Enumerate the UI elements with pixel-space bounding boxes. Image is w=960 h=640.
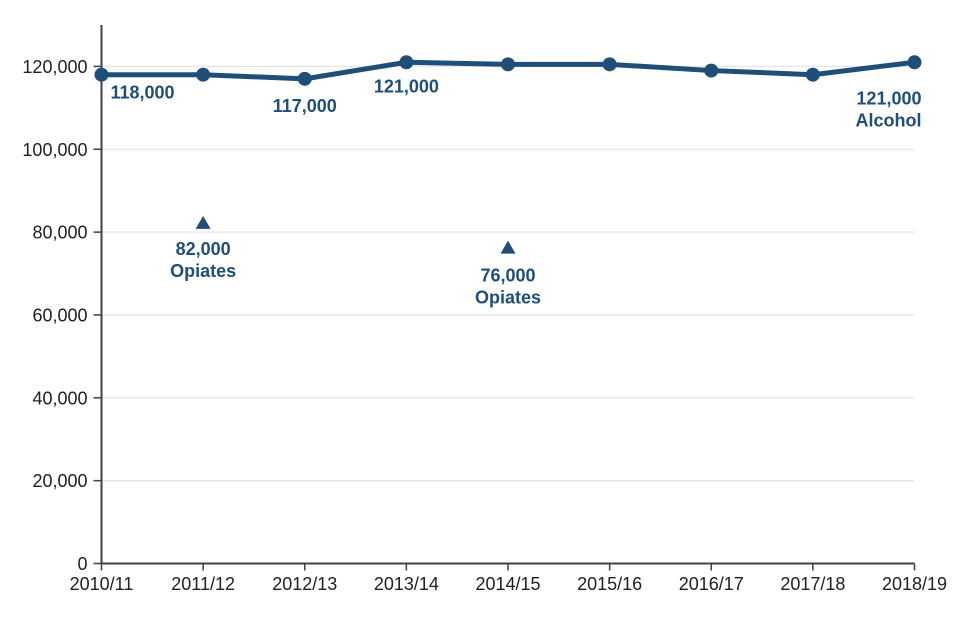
y-axis-tick-label: 0 (77, 554, 87, 574)
x-axis-tick-label: 2018/19 (882, 574, 947, 594)
marker-opiates-2014-15 (500, 240, 516, 254)
marker-alcohol-2013-14 (399, 55, 414, 70)
y-axis-tick-label: 40,000 (32, 388, 87, 408)
marker-alcohol-2010-11 (94, 67, 109, 82)
marker-alcohol-2015-16 (602, 57, 617, 72)
data-label: 121,000 (374, 76, 439, 96)
marker-alcohol-2012-13 (297, 71, 312, 86)
x-axis-tick-label: 2014/15 (475, 574, 540, 594)
data-label: 117,000 (273, 96, 337, 116)
x-axis-tick-label: 2013/14 (374, 574, 439, 594)
data-label: Alcohol (856, 110, 922, 130)
y-axis-tick-label: 120,000 (22, 57, 87, 77)
data-label: 121,000 (856, 88, 921, 108)
data-label: 82,000 (176, 239, 231, 259)
y-axis-tick-label: 80,000 (32, 223, 87, 243)
data-label: 76,000 (480, 266, 535, 286)
marker-opiates-2011-12 (195, 215, 211, 229)
marker-alcohol-2011-12 (196, 67, 211, 82)
marker-alcohol-2018-19 (907, 55, 922, 70)
marker-alcohol-2016-17 (704, 63, 719, 78)
x-axis-tick-label: 2011/12 (171, 574, 235, 594)
x-axis-tick-label: 2010/11 (70, 574, 134, 594)
data-label: 118,000 (110, 83, 174, 103)
data-label: Opiates (475, 288, 541, 308)
y-axis-tick-label: 20,000 (32, 471, 87, 491)
x-axis-tick-label: 2017/18 (780, 574, 845, 594)
y-axis-tick-label: 60,000 (32, 305, 87, 325)
data-label: Opiates (170, 261, 236, 281)
marker-alcohol-2014-15 (501, 57, 515, 72)
y-axis-tick-label: 100,000 (22, 140, 87, 160)
marker-alcohol-2017-18 (805, 67, 820, 82)
x-axis-tick-label: 2015/16 (577, 574, 642, 594)
x-axis-tick-label: 2012/13 (272, 574, 337, 594)
x-axis-tick-label: 2016/17 (679, 574, 744, 594)
